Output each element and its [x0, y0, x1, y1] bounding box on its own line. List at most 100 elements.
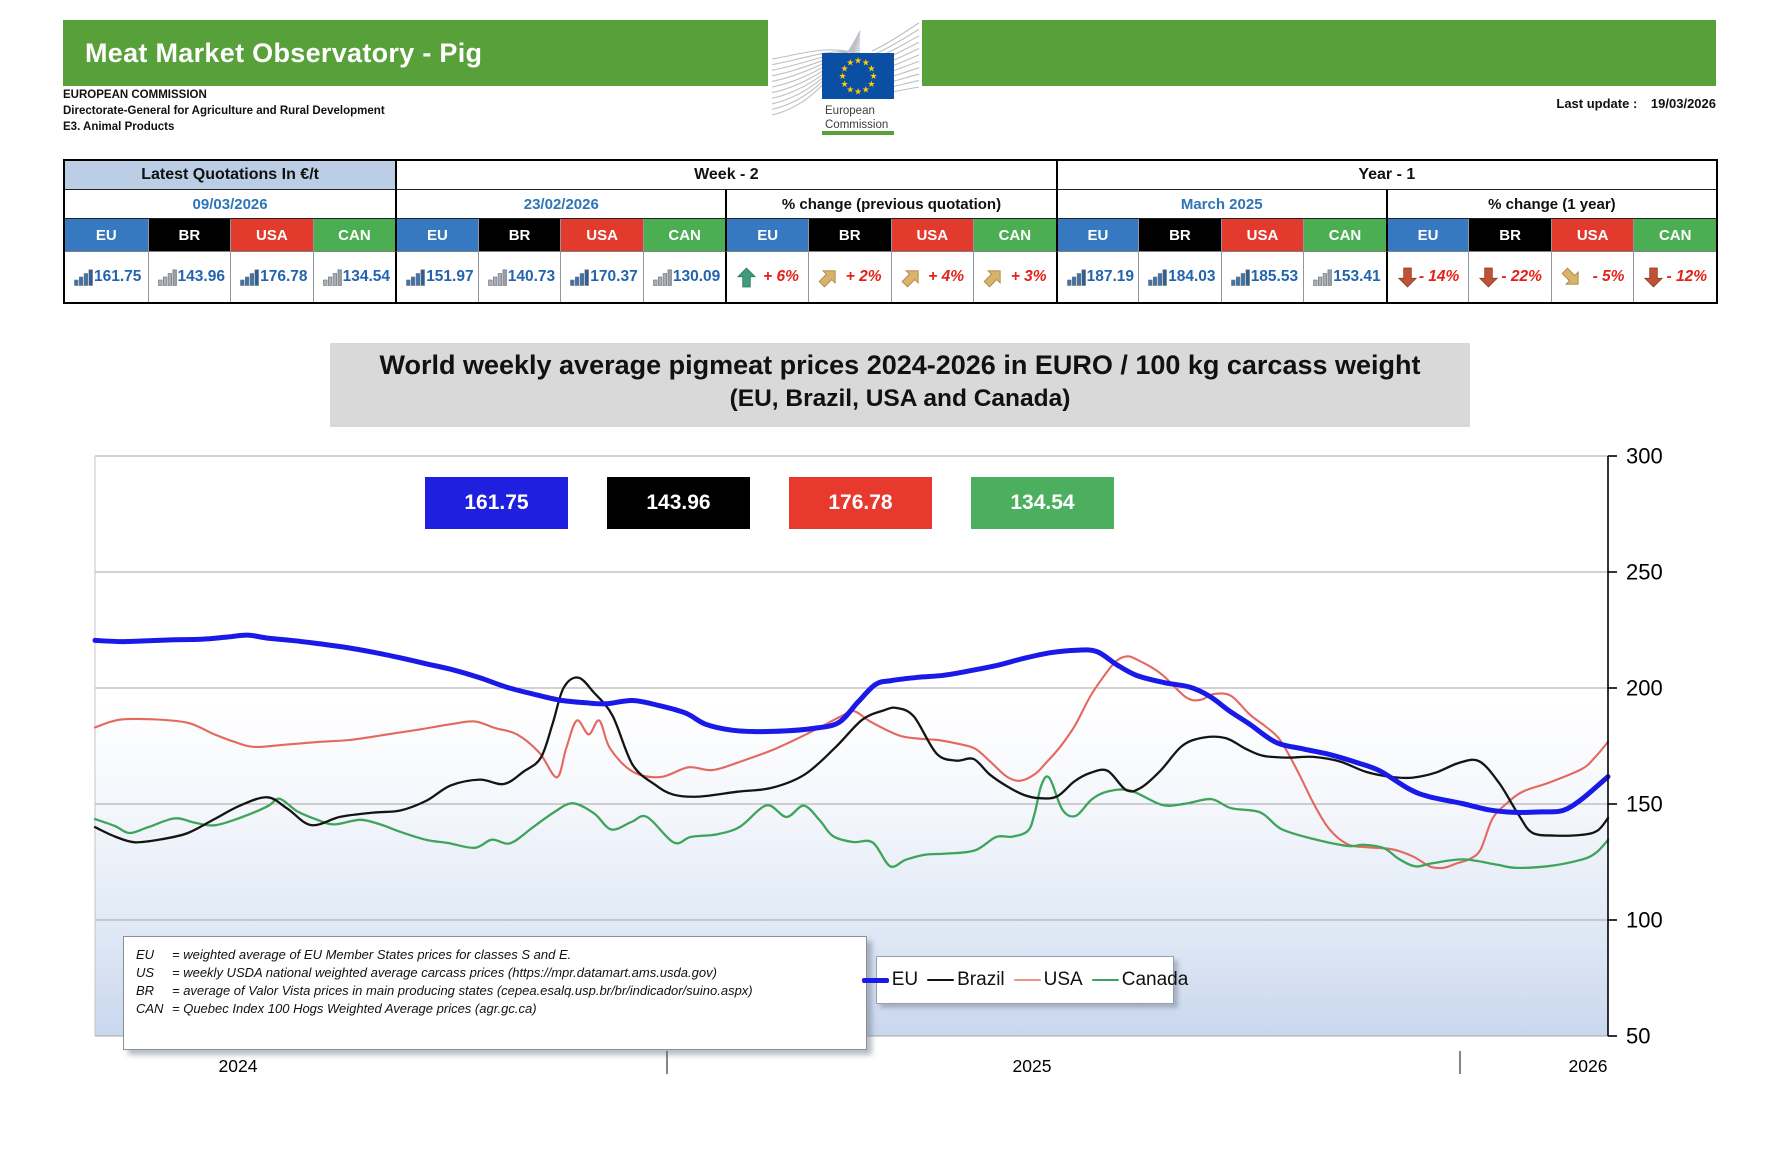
- footnote-abbr: BR: [136, 983, 155, 998]
- x-axis-label-2026: 2026: [1569, 1056, 1608, 1076]
- col-header-usa-4: USA: [1220, 219, 1304, 252]
- col-header-can-2: CAN: [642, 219, 726, 252]
- col-header-usa-2: USA: [560, 219, 643, 252]
- col-header-eu-4: EU: [1055, 219, 1139, 252]
- col-header-usa-1: USA: [230, 219, 313, 252]
- series-line-usa: [93, 655, 1610, 870]
- percent-change: + 3%: [1010, 268, 1047, 285]
- svg-text:★: ★: [862, 58, 870, 68]
- trend-arrow-icon-up-right-tan: [818, 269, 836, 287]
- percent-change: - 22%: [1501, 268, 1542, 285]
- mini-bar-chart-icon: [1230, 269, 1250, 286]
- col-header-can-5: CAN: [1633, 219, 1716, 252]
- mini-bar-chart-icon: [570, 269, 590, 286]
- price-cell-br-4: 184.03: [1138, 252, 1221, 302]
- change-cell-usa-5: - 5%: [1550, 252, 1634, 302]
- ec-logo-graphic: ★ ★★★★★★★★★★★ European Commission: [771, 22, 920, 136]
- price-cell-br-1: 143.96: [147, 252, 231, 302]
- table-header-latest-quotations: Latest Quotations In €/t: [65, 161, 396, 190]
- footnote-eu: EU = weighted average of EU Member States…: [136, 946, 854, 964]
- footnote-abbr: US: [136, 965, 155, 980]
- x-axis-label-2024: 2024: [219, 1056, 258, 1076]
- mini-bar-chart-icon: [157, 269, 177, 286]
- svg-text:★: ★: [869, 71, 877, 81]
- trend-arrow-icon-down-red: [1479, 267, 1499, 288]
- svg-text:★: ★: [862, 84, 870, 94]
- price-cell-can-1: 134.54: [312, 252, 396, 302]
- footnote-text: = weekly USDA national weighted average …: [172, 965, 717, 980]
- change-cell-br-3: + 2%: [807, 252, 891, 302]
- y-tick-label-300: 300: [1626, 444, 1663, 469]
- svg-text:★: ★: [867, 79, 875, 89]
- trend-arrow-icon-up-green: [737, 266, 757, 287]
- price-value: 153.41: [1333, 268, 1381, 285]
- price-value: 134.54: [342, 268, 391, 285]
- legend-label: Canada: [1121, 969, 1189, 990]
- table-header-week-2: Week - 2: [395, 161, 1056, 190]
- price-value: 151.97: [426, 268, 474, 285]
- eu-flag-stars: ★ ★★★★★★★★★★★: [838, 56, 877, 97]
- svg-text:★: ★: [854, 56, 862, 66]
- price-cell-usa-1: 176.78: [230, 252, 313, 302]
- price-value: 140.73: [507, 268, 556, 285]
- legend-item-usa: USA: [1013, 969, 1083, 991]
- price-value: 187.19: [1086, 268, 1135, 285]
- percent-change: + 4%: [928, 268, 965, 285]
- org-line-commission: EUROPEAN COMMISSION: [63, 89, 207, 101]
- percent-change: - 12%: [1666, 268, 1708, 285]
- svg-text:★: ★: [846, 58, 854, 68]
- y-tick-label-50: 50: [1626, 1024, 1650, 1049]
- svg-text:★: ★: [841, 63, 849, 73]
- organisation-block: EUROPEAN COMMISSION Directorate-General …: [63, 88, 385, 136]
- col-header-br-5: BR: [1468, 219, 1551, 252]
- col-header-can-3: CAN: [973, 219, 1056, 252]
- percent-change: + 6%: [763, 268, 799, 285]
- chart-title-line1: World weekly average pigmeat prices 2024…: [379, 350, 1421, 380]
- legend-line-swatch: [1013, 979, 1041, 981]
- european-commission-logo: ★ ★ ★ ★ ★ ★ ★ ★ ★ ★ ★ ★ European Commission: [768, 17, 922, 136]
- legend-item-eu: EU: [861, 969, 918, 991]
- mini-bar-chart-icon: [1148, 269, 1167, 286]
- latest-value-box-eu: 161.75: [425, 477, 568, 529]
- last-update: Last update : 19/03/2026: [1556, 96, 1716, 111]
- change-cell-eu-3: + 6%: [725, 252, 808, 302]
- price-value: 185.53: [1250, 268, 1299, 285]
- x-axis-label-2025: 2025: [1013, 1056, 1052, 1076]
- table-subheader-1: 09/03/2026: [65, 190, 396, 219]
- quotations-table: Latest Quotations In €/t Week - 2 Year - 1…: [63, 159, 1718, 304]
- logo-text-1: European: [825, 105, 875, 117]
- price-cell-eu-4: 187.19: [1055, 252, 1139, 302]
- price-value: 176.78: [260, 268, 308, 285]
- mini-bar-chart-icon: [653, 269, 672, 286]
- change-cell-usa-3: + 4%: [890, 252, 974, 302]
- mini-bar-chart-icon: [240, 269, 259, 286]
- mini-bar-chart-icon: [322, 269, 342, 286]
- svg-text:★: ★: [867, 63, 875, 73]
- latest-value-box-usa: 176.78: [789, 477, 932, 529]
- footnote-box: EU = weighted average of EU Member States…: [123, 936, 867, 1050]
- change-cell-eu-5: - 14%: [1385, 252, 1469, 302]
- trend-arrow-icon-up-right-tan: [901, 269, 919, 287]
- mini-bar-chart-icon: [74, 269, 93, 286]
- logo-green-bar: [822, 131, 894, 136]
- trend-arrow-icon-down-red: [1644, 267, 1664, 288]
- mini-bar-chart-icon: [1066, 269, 1086, 286]
- col-header-eu-1: EU: [65, 219, 148, 252]
- app-title: Meat Market Observatory - Pig: [85, 38, 483, 68]
- latest-value-box-canada: 134.54: [971, 477, 1114, 529]
- col-header-eu-5: EU: [1385, 219, 1469, 252]
- footnote-text: = average of Valor Vista prices in main …: [172, 983, 753, 998]
- col-header-br-3: BR: [807, 219, 891, 252]
- price-cell-can-2: 130.09: [642, 252, 726, 302]
- last-update-date: 19/03/2026: [1650, 96, 1716, 111]
- footnote-abbr: EU: [136, 947, 155, 962]
- price-cell-br-2: 140.73: [477, 252, 561, 302]
- legend-item-brazil: Brazil: [927, 969, 1005, 991]
- legend-label: USA: [1043, 969, 1083, 990]
- change-cell-can-3: + 3%: [973, 252, 1056, 302]
- col-header-can-1: CAN: [312, 219, 396, 252]
- col-header-br-2: BR: [477, 219, 561, 252]
- chart-legend: EU Brazil USA Canada: [861, 956, 1188, 1004]
- y-tick-label-250: 250: [1626, 560, 1663, 585]
